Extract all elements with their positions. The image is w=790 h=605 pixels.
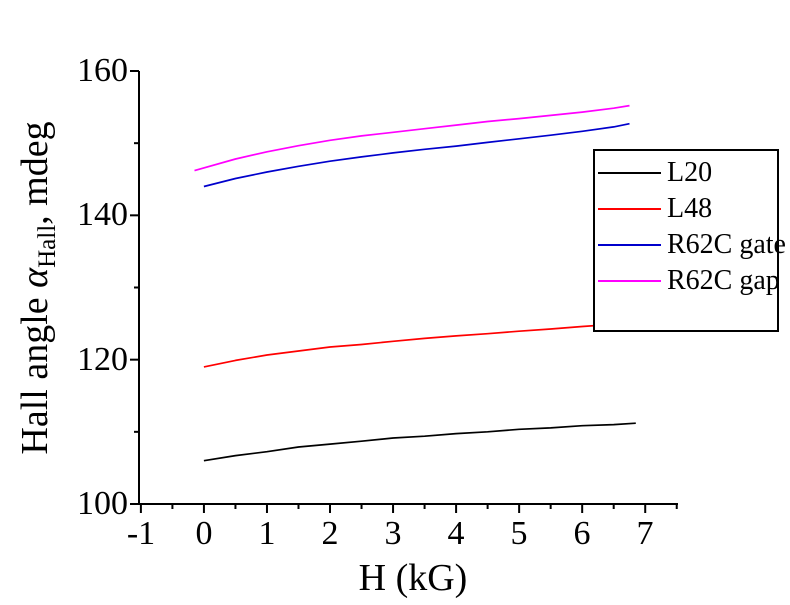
- y-axis-title-subscript: Hall: [34, 224, 61, 268]
- y-tick-label-100: 100: [77, 485, 128, 522]
- x-tick-label-4: 4: [447, 515, 465, 552]
- legend-swatch-line: [598, 280, 661, 282]
- x-tick-label-1: 1: [258, 515, 276, 552]
- legend-swatch-line: [598, 208, 661, 210]
- x-tick-label-0: 0: [195, 515, 213, 552]
- legend-label: R62C gate: [667, 229, 786, 260]
- legend-item-L20: L20: [598, 155, 777, 191]
- legend-swatch-line: [598, 244, 661, 246]
- series-line-L20: [203, 422, 636, 462]
- x-tick-label-2: 2: [321, 515, 339, 552]
- x-tick-label-7: 7: [636, 515, 654, 552]
- x-tick-label--1: -1: [126, 515, 156, 552]
- x-tick-label-5: 5: [510, 515, 528, 552]
- alpha-symbol: α: [14, 267, 56, 288]
- y-axis-title: Hall angle αHall, mdeg: [12, 63, 61, 513]
- x-axis-title: H (kG): [358, 557, 468, 599]
- series-line-L48: [203, 322, 633, 368]
- legend-label: L48: [667, 193, 713, 224]
- legend-label: R62C gap: [667, 265, 780, 296]
- legend-label: L20: [667, 157, 713, 188]
- y-axis-title-prefix: Hall angle: [14, 287, 56, 455]
- legend-swatch-line: [598, 172, 661, 174]
- legend-box: L20 L48 R62C gate R62C gap: [593, 149, 786, 332]
- x-tick-label-3: 3: [384, 515, 402, 552]
- x-tick-label-6: 6: [573, 515, 591, 552]
- legend-item-L48: L48: [598, 191, 777, 227]
- y-tick-label-120: 120: [77, 341, 128, 378]
- legend-item-R62C-gap: R62C gap: [598, 263, 780, 299]
- y-axis-title-suffix: , mdeg: [14, 121, 56, 225]
- series-line-R62C-gate: [203, 122, 630, 188]
- y-tick-label-160: 160: [77, 52, 128, 89]
- series-line-R62C-gap: [194, 104, 630, 172]
- y-tick-label-140: 140: [77, 196, 128, 233]
- legend-item-R62C-gate: R62C gate: [598, 227, 786, 263]
